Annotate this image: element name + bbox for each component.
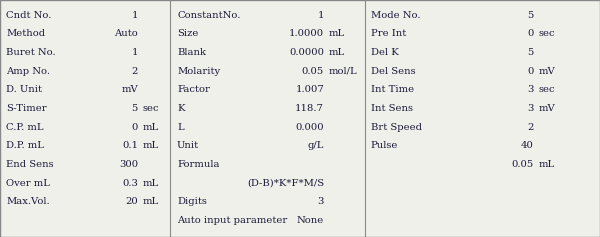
Text: None: None xyxy=(297,216,324,225)
Text: 1: 1 xyxy=(131,11,138,20)
Text: Method: Method xyxy=(6,29,45,38)
Text: 5: 5 xyxy=(527,48,534,57)
Text: C.P. mL: C.P. mL xyxy=(6,123,44,132)
Text: 118.7: 118.7 xyxy=(295,104,324,113)
Text: Auto input parameter: Auto input parameter xyxy=(177,216,287,225)
Text: mL: mL xyxy=(143,197,159,206)
Text: (D-B)*K*F*M/S: (D-B)*K*F*M/S xyxy=(247,179,324,188)
Text: 0.05: 0.05 xyxy=(302,67,324,76)
Text: sec: sec xyxy=(539,85,556,94)
Text: 300: 300 xyxy=(119,160,138,169)
Text: mV: mV xyxy=(121,85,138,94)
Text: 40: 40 xyxy=(521,141,534,150)
Text: mL: mL xyxy=(143,141,159,150)
Text: Digits: Digits xyxy=(177,197,207,206)
Text: mL: mL xyxy=(143,123,159,132)
Text: mol/L: mol/L xyxy=(329,67,358,76)
Text: End Sens: End Sens xyxy=(6,160,53,169)
Text: D.P. mL: D.P. mL xyxy=(6,141,44,150)
Text: mV: mV xyxy=(539,67,556,76)
Text: mV: mV xyxy=(539,104,556,113)
Text: Del Sens: Del Sens xyxy=(371,67,415,76)
Text: Factor: Factor xyxy=(177,85,210,94)
Text: 0: 0 xyxy=(527,29,534,38)
Text: Cndt No.: Cndt No. xyxy=(6,11,52,20)
Text: 0.000: 0.000 xyxy=(295,123,324,132)
Text: 3: 3 xyxy=(527,104,534,113)
Text: 0: 0 xyxy=(131,123,138,132)
Text: 0: 0 xyxy=(527,67,534,76)
Text: D. Unit: D. Unit xyxy=(6,85,42,94)
Text: 5: 5 xyxy=(527,11,534,20)
Text: Mode No.: Mode No. xyxy=(371,11,420,20)
Text: Int Sens: Int Sens xyxy=(371,104,413,113)
Text: Formula: Formula xyxy=(177,160,220,169)
Text: sec: sec xyxy=(143,104,160,113)
Text: Max.Vol.: Max.Vol. xyxy=(6,197,50,206)
Text: Auto: Auto xyxy=(114,29,138,38)
Text: 1.0000: 1.0000 xyxy=(289,29,324,38)
Text: Brt Speed: Brt Speed xyxy=(371,123,422,132)
Text: sec: sec xyxy=(539,29,556,38)
Text: L: L xyxy=(177,123,184,132)
Text: 0.0000: 0.0000 xyxy=(289,48,324,57)
Text: 2: 2 xyxy=(527,123,534,132)
Text: 0.3: 0.3 xyxy=(122,179,138,188)
Text: 1: 1 xyxy=(317,11,324,20)
Text: Pre Int: Pre Int xyxy=(371,29,406,38)
Text: K: K xyxy=(177,104,185,113)
Text: mL: mL xyxy=(329,48,345,57)
Text: 1.007: 1.007 xyxy=(295,85,324,94)
Text: g/L: g/L xyxy=(308,141,324,150)
Text: 1: 1 xyxy=(131,48,138,57)
Text: 0.05: 0.05 xyxy=(512,160,534,169)
Text: Over mL: Over mL xyxy=(6,179,50,188)
Text: S-Timer: S-Timer xyxy=(6,104,47,113)
Text: 20: 20 xyxy=(125,197,138,206)
Text: mL: mL xyxy=(539,160,555,169)
Text: Blank: Blank xyxy=(177,48,206,57)
Text: mL: mL xyxy=(329,29,345,38)
Text: Int Time: Int Time xyxy=(371,85,414,94)
Text: 3: 3 xyxy=(317,197,324,206)
Text: ConstantNo.: ConstantNo. xyxy=(177,11,241,20)
Text: Del K: Del K xyxy=(371,48,398,57)
Text: Size: Size xyxy=(177,29,199,38)
Text: 5: 5 xyxy=(131,104,138,113)
Text: Molarity: Molarity xyxy=(177,67,220,76)
Text: Amp No.: Amp No. xyxy=(6,67,50,76)
Text: mL: mL xyxy=(143,179,159,188)
Text: 2: 2 xyxy=(131,67,138,76)
Text: 0.1: 0.1 xyxy=(122,141,138,150)
Text: Unit: Unit xyxy=(177,141,199,150)
Text: Pulse: Pulse xyxy=(371,141,398,150)
Text: Buret No.: Buret No. xyxy=(6,48,56,57)
Text: 3: 3 xyxy=(527,85,534,94)
